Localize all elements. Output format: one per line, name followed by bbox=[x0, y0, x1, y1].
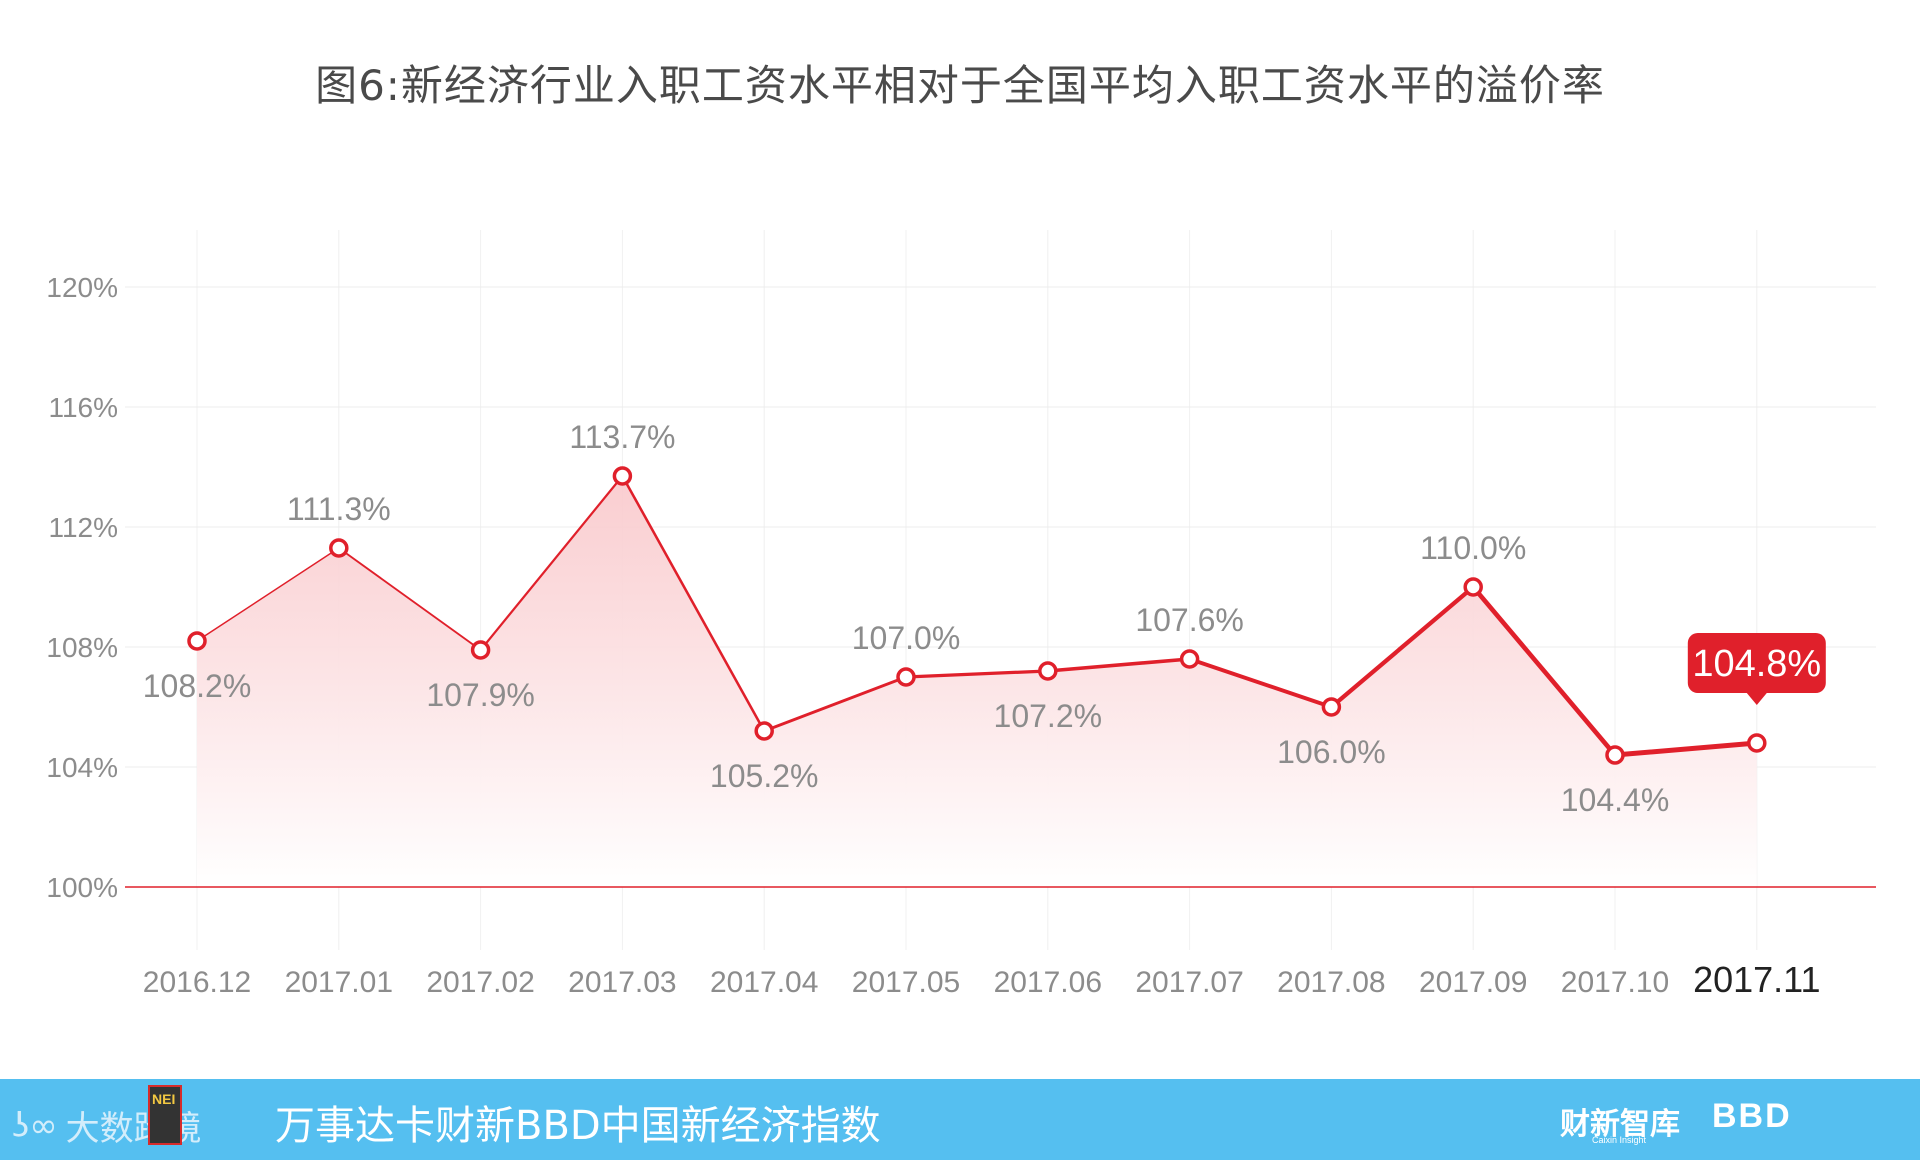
x-tick-label: 2017.09 bbox=[1419, 966, 1527, 999]
x-tick-label: 2017.10 bbox=[1561, 966, 1669, 999]
line-chart: 100% 104% 108% 112% 116% 120% 108.2% 111.3% 107.… bbox=[46, 230, 1876, 1000]
line-segment bbox=[1612, 740, 1760, 758]
data-label: 106.0% bbox=[1277, 734, 1386, 770]
line-segment bbox=[1046, 657, 1192, 673]
bbd-logo: BBD bbox=[1712, 1097, 1792, 1135]
footer-bar: ʖ∞ 大数跨境 NEI 万事达卡财新BBD中国新经济指数 财新智库 Caixin… bbox=[0, 1079, 1920, 1160]
index-name: 万事达卡财新BBD中国新经济指数 bbox=[275, 1103, 881, 1149]
data-point bbox=[187, 631, 207, 651]
line-segment bbox=[1470, 584, 1618, 758]
x-tick-label: 2016.12 bbox=[143, 966, 251, 999]
data-point bbox=[1463, 577, 1483, 597]
data-label: 107.0% bbox=[852, 620, 961, 656]
data-point bbox=[1321, 697, 1342, 717]
brand-left-icon: ʖ∞ bbox=[12, 1105, 58, 1146]
chart-title: 图6:新经济行业入职工资水平相对于全国平均入职工资水平的溢价率 bbox=[315, 61, 1605, 110]
data-point bbox=[1179, 649, 1200, 669]
caixin-insight-logo: 财新智库 bbox=[1560, 1107, 1680, 1142]
data-point bbox=[1605, 745, 1625, 765]
x-tick-label: 2017.04 bbox=[710, 966, 818, 999]
y-tick-label: 120% bbox=[46, 272, 118, 303]
data-label: 104.4% bbox=[1561, 782, 1670, 818]
data-label: 104.8% bbox=[1692, 643, 1821, 685]
line-segment bbox=[479, 474, 624, 652]
series-area bbox=[197, 476, 1757, 887]
y-tick-label: 116% bbox=[48, 392, 118, 423]
callout-box bbox=[1687, 633, 1826, 693]
y-tick-label: 104% bbox=[46, 752, 118, 783]
data-label: 107.2% bbox=[994, 698, 1103, 734]
line-segment bbox=[337, 547, 482, 651]
data-point bbox=[1038, 661, 1058, 681]
data-label: 107.9% bbox=[426, 677, 535, 713]
data-label: 113.7% bbox=[569, 419, 675, 455]
x-tick-label: 2017.02 bbox=[426, 966, 534, 999]
data-point bbox=[470, 640, 491, 660]
x-tick-label: 2017.07 bbox=[1135, 966, 1243, 999]
callout-pointer bbox=[1746, 693, 1767, 705]
data-label: 108.2% bbox=[143, 668, 252, 704]
data-point bbox=[896, 667, 916, 687]
data-label: 111.3% bbox=[287, 491, 391, 527]
line-segment bbox=[621, 474, 766, 733]
x-tick-label: 2017.01 bbox=[285, 966, 393, 999]
data-point bbox=[329, 538, 349, 558]
x-tick-label: 2017.05 bbox=[852, 966, 960, 999]
data-label: 110.0% bbox=[1420, 530, 1526, 566]
data-point bbox=[612, 466, 633, 486]
y-tick-label: 112% bbox=[48, 512, 118, 543]
y-tick-label: 108% bbox=[46, 632, 118, 663]
x-tick-label: 2017.03 bbox=[568, 966, 676, 999]
data-point bbox=[1747, 733, 1767, 753]
data-label: 107.6% bbox=[1135, 602, 1244, 638]
data-label: 105.2% bbox=[710, 758, 819, 794]
line-segment bbox=[1329, 584, 1476, 710]
line-segment bbox=[1187, 657, 1334, 709]
line-segment bbox=[196, 547, 340, 642]
nei-logo-icon: NEI bbox=[148, 1085, 182, 1145]
data-point bbox=[754, 721, 774, 741]
caixin-insight-sub: Caixin Insight bbox=[1592, 1135, 1647, 1145]
line-segment bbox=[904, 669, 1050, 679]
nei-logo-text: NEI bbox=[152, 1091, 176, 1107]
x-tick-label: 2017.11 bbox=[1693, 959, 1820, 1000]
x-tick-label: 2017.06 bbox=[994, 966, 1102, 999]
x-tick-label: 2017.08 bbox=[1277, 966, 1385, 999]
line-segment bbox=[762, 675, 908, 733]
y-tick-label: 100% bbox=[46, 872, 118, 903]
